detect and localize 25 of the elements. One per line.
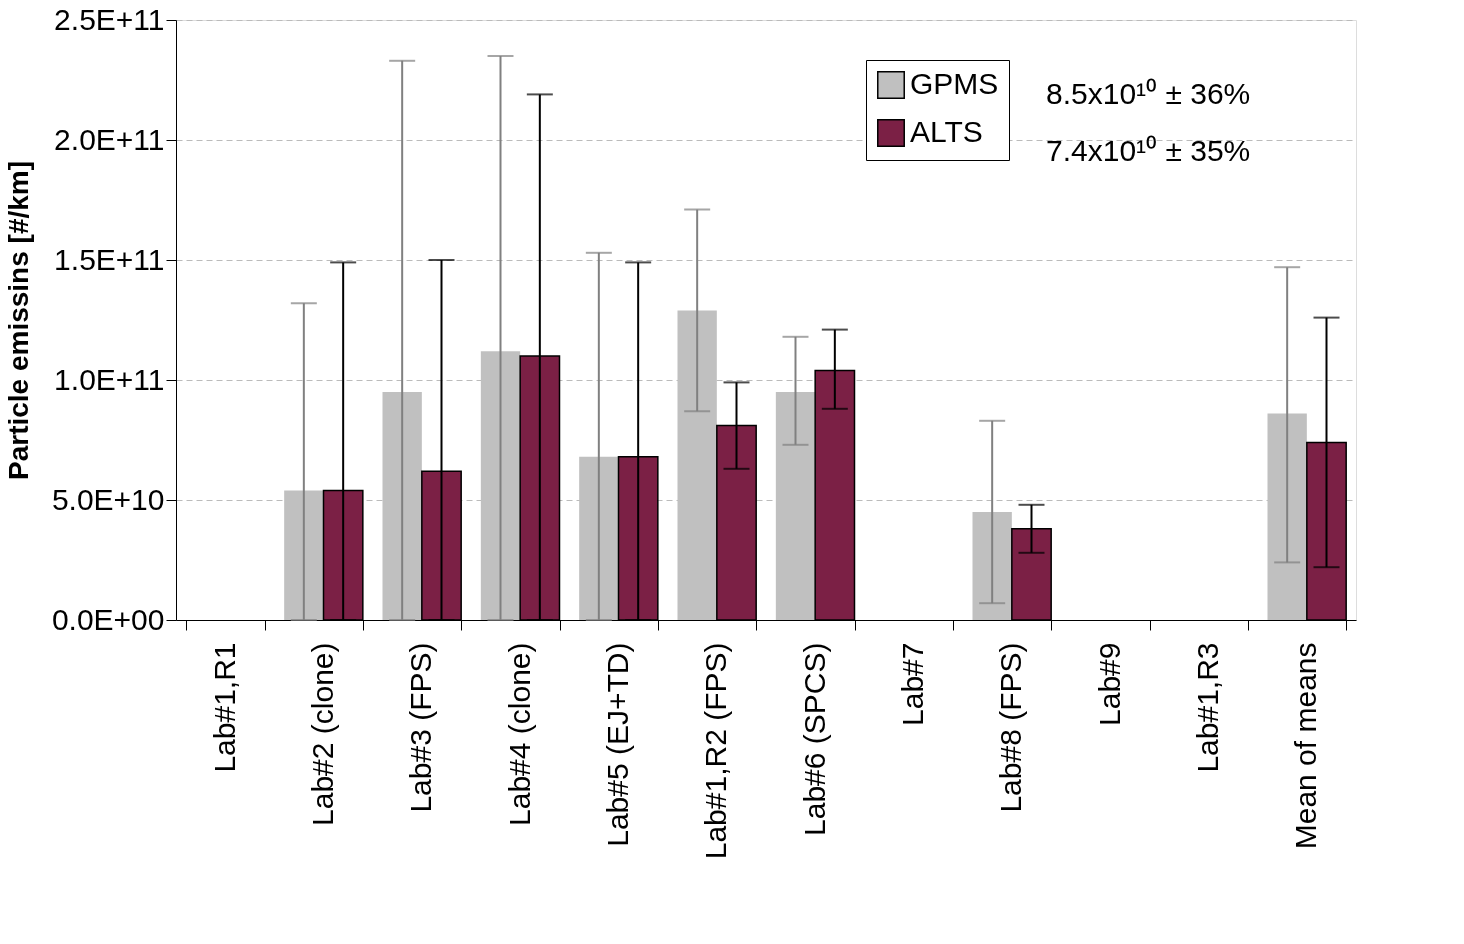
x-tick-label: Lab#1,R3 <box>1191 642 1224 773</box>
x-tick-label: Lab#3 (FPS) <box>404 642 438 813</box>
x-tick-label: Mean of means <box>1289 642 1323 850</box>
y-axis-title: Particle emissins [#/km] <box>2 160 34 481</box>
x-tick-label: Lab#1,R1 <box>207 642 241 773</box>
bar <box>775 392 816 620</box>
x-tick-label: Lab#8 (FPS) <box>994 642 1028 813</box>
x-tick-label: Lab#9 <box>1092 642 1126 726</box>
x-tick-label: Lab#2 (clone) <box>306 642 339 826</box>
legend-label: ALTS <box>910 115 983 148</box>
y-tick-label: 1.5E+11 <box>54 242 165 276</box>
legend-label: GPMS <box>910 67 999 100</box>
y-tick-label: 2.5E+11 <box>54 2 165 36</box>
y-tick-label: 5.0E+10 <box>51 482 165 516</box>
annotation: 7.4x10¹⁰ ± 35% <box>1046 134 1251 167</box>
annotation: 8.5x10¹⁰ ± 36% <box>1046 77 1251 110</box>
bar <box>972 512 1012 620</box>
x-tick-label: Lab#7 <box>896 642 929 726</box>
y-tick-label: 1.0E+11 <box>54 362 165 396</box>
x-tick-label: Lab#5 (EJ+TD) <box>601 642 634 847</box>
x-tick-label: Lab#4 (clone) <box>502 642 536 826</box>
y-tick-label: 2.0E+11 <box>54 122 165 156</box>
x-tick-label: Lab#6 (SPCS) <box>797 642 831 836</box>
x-tick-label: Lab#1,R2 (FPS) <box>699 642 733 860</box>
y-tick-label: 0.0E+00 <box>51 602 165 636</box>
